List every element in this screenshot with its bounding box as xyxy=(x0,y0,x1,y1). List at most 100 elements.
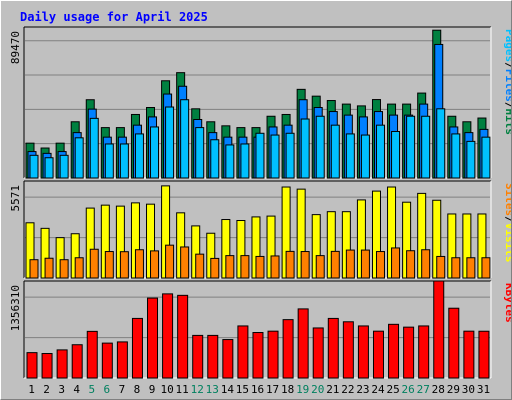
bar-pages xyxy=(421,115,431,179)
bar-kbytes xyxy=(41,353,53,379)
day-tick-label: 11 xyxy=(176,383,189,396)
legend-separator: / xyxy=(503,102,511,109)
bar-pages xyxy=(300,118,310,179)
day-tick-label: 28 xyxy=(432,383,445,396)
legend-separator: / xyxy=(503,62,511,69)
legend-0: Pages/Files/Hits xyxy=(503,29,511,135)
bar-pages xyxy=(180,99,190,179)
bar-pages xyxy=(375,124,385,179)
bar-sites xyxy=(210,257,220,279)
day-tick-label: 24 xyxy=(371,383,385,396)
bar-sites xyxy=(360,249,370,279)
bar-kbytes xyxy=(116,341,128,379)
max-label-2: 1356310 xyxy=(9,285,22,331)
day-tick-label: 12 xyxy=(191,383,204,396)
bar-pages xyxy=(466,140,476,179)
bar-sites xyxy=(466,257,476,279)
bar-kbytes xyxy=(101,342,113,379)
bar-pages xyxy=(29,154,39,179)
day-tick-label: 30 xyxy=(462,383,475,396)
bar-kbytes xyxy=(372,330,384,379)
bar-sites xyxy=(300,251,310,279)
bar-sites xyxy=(345,249,355,279)
bar-kbytes xyxy=(342,321,354,379)
day-tick-label: 26 xyxy=(402,383,415,396)
max-label-1: 5571 xyxy=(9,185,22,212)
bar-pages xyxy=(255,132,265,179)
bar-pages xyxy=(44,157,54,179)
bar-pages xyxy=(481,136,491,179)
bar-pages xyxy=(59,154,69,179)
day-tick-label: 14 xyxy=(221,383,235,396)
bar-kbytes xyxy=(267,330,279,379)
day-tick-label: 27 xyxy=(417,383,430,396)
bar-sites xyxy=(285,250,295,279)
bar-sites xyxy=(180,246,190,279)
bar-kbytes xyxy=(357,325,369,379)
bar-kbytes xyxy=(162,293,174,379)
bar-sites xyxy=(59,259,69,279)
bar-kbytes xyxy=(418,325,430,379)
bar-pages xyxy=(315,115,325,179)
bar-kbytes xyxy=(86,330,98,379)
day-tick-label: 22 xyxy=(341,383,354,396)
day-tick-label: 25 xyxy=(386,383,399,396)
day-tick-label: 29 xyxy=(447,383,460,396)
legend-entry-visits: Visits xyxy=(503,223,511,263)
day-tick-label: 23 xyxy=(356,383,369,396)
bar-sites xyxy=(225,255,235,279)
day-tick-label: 6 xyxy=(104,383,111,396)
bar-pages xyxy=(270,134,280,179)
day-tick-label: 7 xyxy=(119,383,126,396)
bar-kbytes xyxy=(71,344,83,379)
bar-pages xyxy=(195,127,205,179)
bar-sites xyxy=(315,255,325,279)
bar-kbytes xyxy=(207,334,219,379)
bar-sites xyxy=(375,251,385,279)
bar-kbytes xyxy=(252,332,264,379)
day-tick-label: 9 xyxy=(149,383,156,396)
bar-sites xyxy=(89,248,99,279)
bar-pages xyxy=(74,137,84,179)
bar-kbytes xyxy=(327,317,339,379)
day-tick-label: 2 xyxy=(43,383,50,396)
day-tick-label: 20 xyxy=(311,383,324,396)
day-tick-label: 18 xyxy=(281,383,294,396)
bar-pages xyxy=(391,130,401,179)
bar-sites xyxy=(104,251,114,279)
day-tick-label: 31 xyxy=(477,383,490,396)
bar-pages xyxy=(210,139,220,179)
bar-pages xyxy=(150,126,160,179)
bar-sites xyxy=(406,250,416,279)
legend-entry-files: Files xyxy=(503,69,511,102)
bar-pages xyxy=(104,143,114,179)
day-tick-label: 21 xyxy=(326,383,339,396)
bar-pages xyxy=(134,133,144,179)
bar-pages xyxy=(119,143,129,179)
bar-kbytes xyxy=(131,317,143,379)
bar-sites xyxy=(29,259,39,279)
bar-sites xyxy=(391,247,401,279)
day-tick-label: 10 xyxy=(160,383,173,396)
day-tick-label: 19 xyxy=(296,383,309,396)
bar-pages xyxy=(406,115,416,179)
day-tick-label: 3 xyxy=(58,383,65,396)
bar-pages xyxy=(240,143,250,179)
day-tick-label: 15 xyxy=(236,383,249,396)
bar-pages xyxy=(451,133,461,179)
bar-kbytes xyxy=(282,319,294,379)
legend-2: KBytes xyxy=(503,283,511,323)
bar-kbytes xyxy=(463,330,475,379)
bar-pages xyxy=(360,134,370,179)
bar-sites xyxy=(330,250,340,279)
bar-sites xyxy=(481,257,491,279)
max-label-0: 89470 xyxy=(9,31,22,64)
legend-1: Sites/Visits xyxy=(503,183,511,263)
day-tick-label: 17 xyxy=(266,383,279,396)
bar-pages xyxy=(436,108,446,179)
legend-entry-pages: Pages xyxy=(503,29,511,62)
bar-sites xyxy=(255,255,265,279)
bar-kbytes xyxy=(448,307,460,379)
bar-sites xyxy=(451,257,461,279)
